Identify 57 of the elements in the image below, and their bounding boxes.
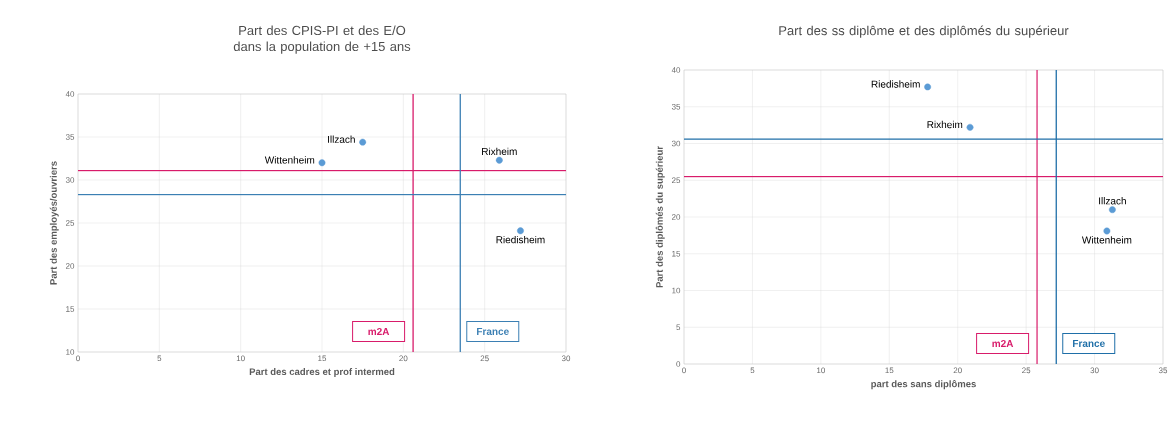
x-tick-label: 35 <box>1158 367 1168 374</box>
x-tick-label: 25 <box>480 355 489 362</box>
ref-line-label: France <box>477 328 509 335</box>
x-axis-title: Part des cadres et prof intermed <box>249 368 395 377</box>
point <box>1103 227 1111 235</box>
y-tick-label: 30 <box>671 140 681 147</box>
y-tick-label: 35 <box>671 103 681 110</box>
x-tick-label: 15 <box>318 355 327 362</box>
annotation: Illzach <box>1099 197 1126 205</box>
annotation: Illzach <box>328 135 355 143</box>
x-tick-label: 10 <box>817 367 825 374</box>
y-tick-label: 10 <box>672 287 681 294</box>
x-tick-label: 30 <box>1090 367 1099 374</box>
y-tick-label: 40 <box>65 91 75 97</box>
x-tick-label: 20 <box>953 367 962 374</box>
point <box>1108 206 1116 214</box>
y-axis-title: Part des diplômés du supérieur <box>655 146 665 288</box>
chart-title: Part des CPIS-PI et des E/O dans la population de +15 ans <box>233 25 411 54</box>
annotation: Rixheim <box>927 120 963 129</box>
y-tick-label: 10 <box>66 349 75 355</box>
annotation: Riedisheim <box>871 80 920 88</box>
point <box>495 156 503 164</box>
ref-line-label: m2A <box>368 328 390 335</box>
y-axis-title: Part des employés/ouvriers <box>49 161 59 285</box>
annotation: Wittenheim <box>264 156 315 164</box>
y-tick-label: 25 <box>65 220 75 226</box>
x-tick-label: 15 <box>885 367 894 374</box>
x-axis-title: part des sans diplômes <box>871 380 976 390</box>
point <box>359 138 367 146</box>
y-tick-label: 5 <box>676 324 681 331</box>
y-tick-label: 25 <box>671 177 681 184</box>
y-tick-label: 15 <box>66 306 75 312</box>
annotation: Wittenheim <box>1081 236 1132 244</box>
x-tick-label: 20 <box>399 355 408 362</box>
y-tick-label: 15 <box>672 250 681 257</box>
ref-line-label: m2A <box>992 340 1014 347</box>
y-tick-label: 35 <box>65 134 75 140</box>
x-tick-label: 0 <box>76 355 80 362</box>
x-tick-label: 5 <box>157 355 162 362</box>
point <box>517 227 524 235</box>
chart-title: Part des ss diplôme et des diplômés du supérieur <box>779 25 1069 38</box>
annotation: Rixheim <box>482 147 517 156</box>
x-tick-label: 10 <box>236 355 245 362</box>
ref-line-label: France <box>1073 340 1105 347</box>
point <box>966 123 974 131</box>
x-tick-label: 0 <box>682 367 686 374</box>
y-tick-label: 40 <box>671 67 681 73</box>
y-tick-label: 20 <box>65 263 75 269</box>
y-tick-label: 0 <box>676 361 681 367</box>
annotation: Riedisheim <box>496 235 545 244</box>
point <box>318 159 326 167</box>
x-tick-label: 25 <box>1022 367 1031 374</box>
x-tick-label: 5 <box>750 367 755 374</box>
x-tick-label: 30 <box>561 355 571 362</box>
point <box>924 83 932 91</box>
y-tick-label: 30 <box>65 177 75 183</box>
y-tick-label: 20 <box>671 214 681 220</box>
